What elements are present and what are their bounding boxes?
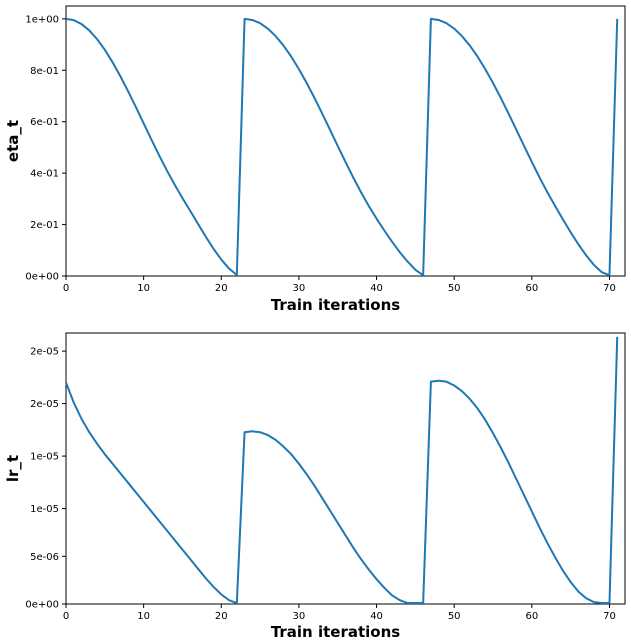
y-tick-label: 0e+00 <box>25 272 59 283</box>
plot-frame <box>65 5 626 277</box>
chart-lr: 0 10 20 30 40 50 60 70 0e+00 5e-06 1e-05 1e-05 2e-05… <box>4 332 626 641</box>
x-tick-label: 40 <box>370 283 383 294</box>
x-tick-label: 40 <box>370 611 383 622</box>
x-tick-label: 60 <box>525 283 538 294</box>
series-line <box>65 17 619 277</box>
x-tick-label: 20 <box>215 283 228 294</box>
plot-frame <box>65 332 626 605</box>
x-tick-label: 20 <box>215 611 228 622</box>
y-tick-label: 4e-01 <box>30 169 59 180</box>
x-tick-label: 30 <box>293 283 306 294</box>
x-tick-label: 10 <box>137 283 150 294</box>
y-tick-label: 1e-05 <box>30 504 59 515</box>
y-tick-label: 1e-05 <box>30 452 59 463</box>
x-tick-label: 30 <box>293 611 306 622</box>
x-axis-label: Train iterations <box>271 296 400 314</box>
x-tick-label: 60 <box>525 611 538 622</box>
x-tick-label: 10 <box>137 611 150 622</box>
y-tick-label: 2e-01 <box>30 220 59 231</box>
x-tick-label: 0 <box>63 283 69 294</box>
y-tick-label: 1e+00 <box>25 14 59 25</box>
chart-eta: 0 10 20 30 40 50 60 70 0e+00 2e-01 4e-01 6e-01 8e-01… <box>4 5 626 314</box>
x-tick-label: 0 <box>63 611 69 622</box>
y-tick-label: 2e-05 <box>30 399 59 410</box>
series-line <box>65 336 619 605</box>
x-axis-label: Train iterations <box>271 623 400 641</box>
x-tick-label: 50 <box>448 611 461 622</box>
y-axis-label: eta_t <box>4 120 22 162</box>
y-tick-label: 8e-01 <box>30 66 59 77</box>
x-tick-label: 70 <box>603 611 616 622</box>
y-tick-label: 6e-01 <box>30 117 59 128</box>
y-axis-label: lr_t <box>4 455 22 482</box>
y-tick-label: 5e-06 <box>30 552 59 563</box>
x-tick-label: 50 <box>448 283 461 294</box>
x-tick-label: 70 <box>603 283 616 294</box>
y-tick-label: 0e+00 <box>25 600 59 611</box>
y-tick-label: 2e-05 <box>30 347 59 358</box>
